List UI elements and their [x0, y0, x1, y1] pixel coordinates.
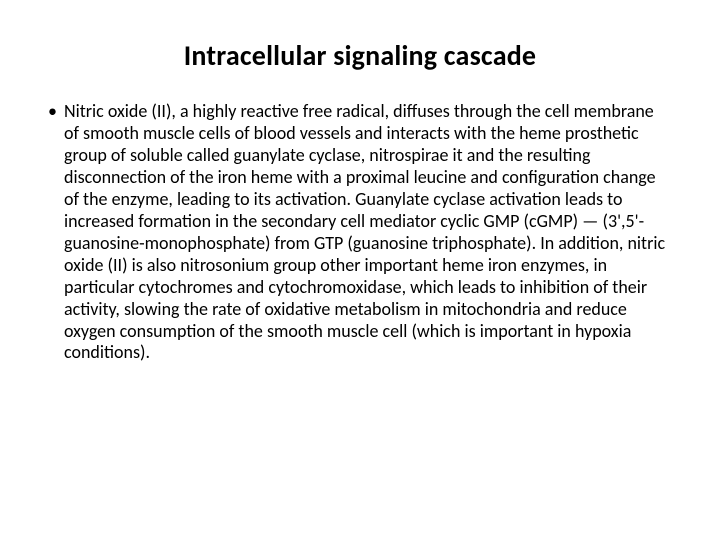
bullet-list: Nitric oxide (II), a highly reactive fre…: [48, 101, 672, 364]
bullet-text: Nitric oxide (II), a highly reactive fre…: [64, 100, 665, 363]
slide-title: Intracellular signaling cascade: [48, 38, 672, 73]
list-item: Nitric oxide (II), a highly reactive fre…: [48, 101, 672, 364]
slide: Intracellular signaling cascade Nitric o…: [0, 0, 720, 540]
slide-body: Nitric oxide (II), a highly reactive fre…: [48, 101, 672, 364]
